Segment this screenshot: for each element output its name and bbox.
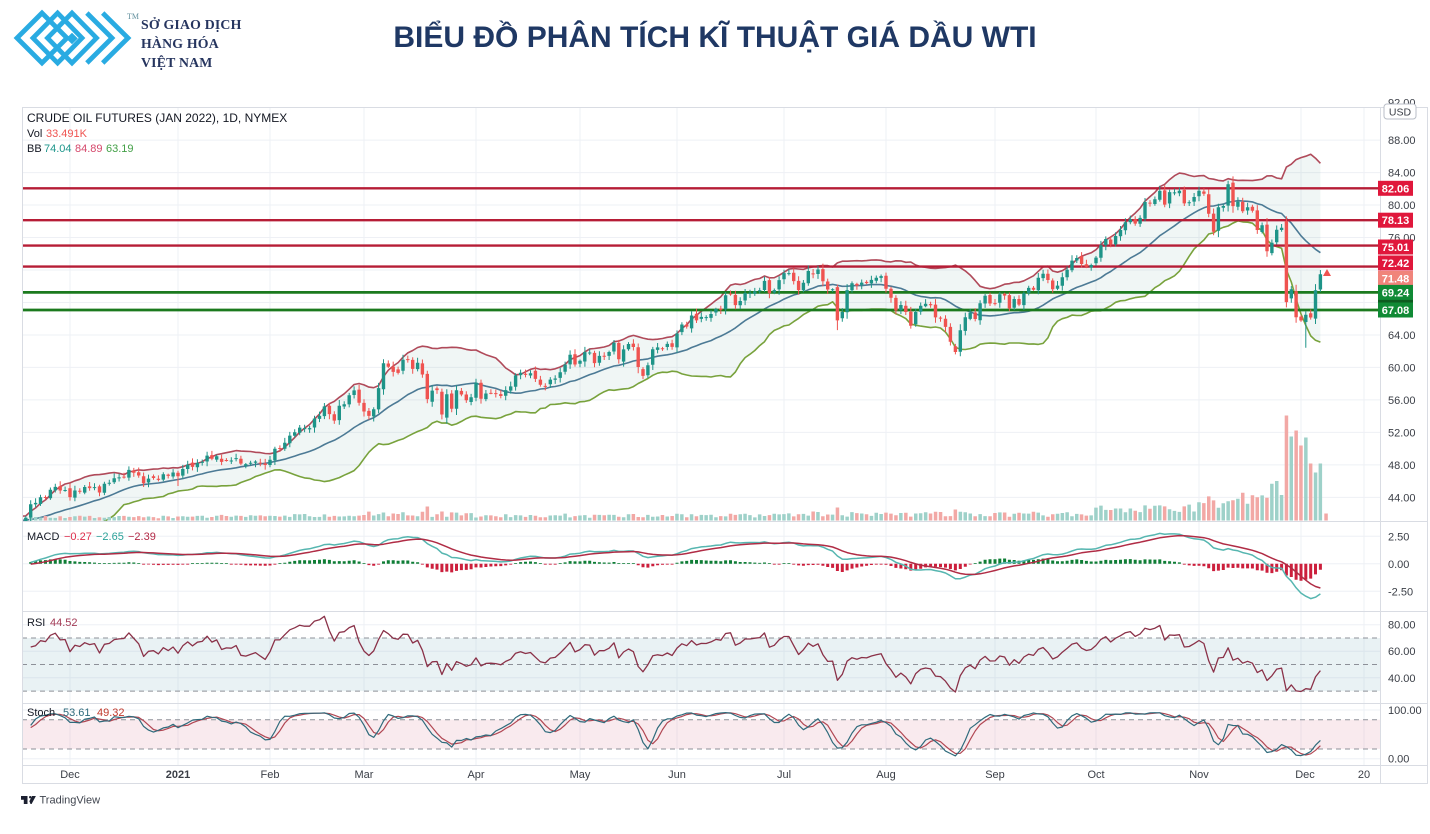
- svg-text:Vol: Vol: [27, 128, 42, 140]
- svg-text:53.61: 53.61: [63, 707, 91, 719]
- svg-text:84.89: 84.89: [75, 143, 103, 155]
- svg-text:2.50: 2.50: [1388, 531, 1409, 543]
- svg-text:-2.50: -2.50: [1388, 586, 1413, 598]
- svg-text:Sep: Sep: [985, 769, 1005, 781]
- svg-text:48.00: 48.00: [1388, 460, 1416, 472]
- svg-text:Dec: Dec: [60, 769, 80, 781]
- svg-text:BB: BB: [27, 143, 42, 155]
- svg-text:RSI: RSI: [27, 617, 45, 629]
- svg-text:Oct: Oct: [1087, 769, 1104, 781]
- svg-text:44.00: 44.00: [1388, 492, 1416, 504]
- svg-text:63.19: 63.19: [106, 143, 134, 155]
- svg-text:40.00: 40.00: [1388, 673, 1416, 685]
- svg-text:49.32: 49.32: [97, 707, 125, 719]
- svg-text:82.06: 82.06: [1382, 183, 1410, 195]
- svg-text:Apr: Apr: [467, 769, 484, 781]
- svg-text:69.24: 69.24: [1382, 287, 1410, 299]
- svg-text:TM: TM: [127, 12, 139, 21]
- svg-text:Jun: Jun: [668, 769, 686, 781]
- svg-text:100.00: 100.00: [1388, 705, 1422, 717]
- svg-text:80.00: 80.00: [1388, 620, 1416, 632]
- svg-text:Dec: Dec: [1295, 769, 1315, 781]
- svg-text:33.491K: 33.491K: [46, 128, 88, 140]
- svg-text:75.01: 75.01: [1382, 242, 1410, 254]
- svg-text:44.52: 44.52: [50, 617, 78, 629]
- svg-text:67.08: 67.08: [1382, 305, 1410, 317]
- svg-text:−2.39: −2.39: [128, 531, 156, 543]
- svg-text:0.00: 0.00: [1388, 754, 1409, 766]
- svg-text:−0.27: −0.27: [64, 531, 92, 543]
- svg-text:MACD: MACD: [27, 531, 59, 543]
- svg-text:80.00: 80.00: [1388, 200, 1416, 212]
- svg-text:88.00: 88.00: [1388, 135, 1416, 147]
- svg-text:Mar: Mar: [355, 769, 374, 781]
- svg-text:60.00: 60.00: [1388, 646, 1416, 658]
- svg-text:74.04: 74.04: [44, 143, 72, 155]
- svg-text:2021: 2021: [166, 769, 190, 781]
- svg-text:Jul: Jul: [777, 769, 791, 781]
- svg-text:TradingView: TradingView: [40, 795, 101, 807]
- svg-text:72.42: 72.42: [1382, 258, 1410, 270]
- svg-text:Stoch: Stoch: [27, 707, 55, 719]
- svg-text:52.00: 52.00: [1388, 427, 1416, 439]
- svg-text:0.00: 0.00: [1388, 559, 1409, 571]
- svg-text:−2.65: −2.65: [96, 531, 124, 543]
- svg-text:May: May: [570, 769, 591, 781]
- svg-text:CRUDE OIL FUTURES (JAN 2022),: CRUDE OIL FUTURES (JAN 2022), 1D, NYMEX: [27, 111, 287, 125]
- svg-text:56.00: 56.00: [1388, 395, 1416, 407]
- svg-text:USD: USD: [1389, 107, 1412, 119]
- svg-text:Aug: Aug: [876, 769, 896, 781]
- svg-text:Feb: Feb: [261, 769, 280, 781]
- svg-text:64.00: 64.00: [1388, 330, 1416, 342]
- svg-text:78.13: 78.13: [1382, 215, 1410, 227]
- svg-text:60.00: 60.00: [1388, 362, 1416, 374]
- svg-text:20: 20: [1358, 769, 1370, 781]
- svg-text:84.00: 84.00: [1388, 168, 1416, 180]
- svg-text:Nov: Nov: [1189, 769, 1209, 781]
- svg-text:71.48: 71.48: [1382, 274, 1410, 286]
